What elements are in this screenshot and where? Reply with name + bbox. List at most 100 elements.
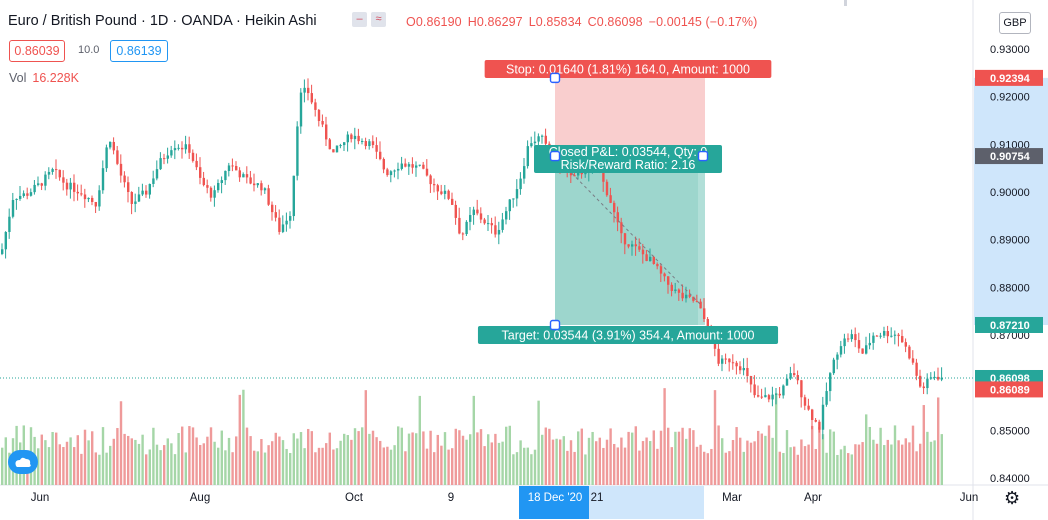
candle-body[interactable] (170, 150, 173, 156)
candle-body[interactable] (875, 335, 879, 337)
candle-body[interactable] (857, 340, 861, 349)
candle-body[interactable] (692, 296, 695, 301)
candle-body[interactable] (659, 266, 663, 274)
candle-body[interactable] (296, 126, 299, 176)
candle-body[interactable] (361, 141, 364, 143)
candle-body[interactable] (166, 155, 169, 159)
candle-body[interactable] (454, 204, 457, 218)
candle-body[interactable] (173, 148, 177, 151)
candle-body[interactable] (674, 289, 677, 291)
candle-body[interactable] (137, 194, 141, 202)
candle-body[interactable] (825, 391, 828, 405)
candle-body[interactable] (404, 163, 407, 167)
candle-body[interactable] (530, 143, 533, 147)
candle-body[interactable] (839, 346, 843, 355)
candle-body[interactable] (605, 181, 609, 196)
candle-body[interactable] (490, 223, 493, 226)
candle-body[interactable] (37, 183, 40, 185)
candle-body[interactable] (465, 221, 468, 235)
price-label-box[interactable] (975, 381, 1043, 398)
candle-body[interactable] (753, 384, 756, 396)
candle-body[interactable] (51, 169, 54, 172)
position-overlay[interactable]: Stop: 0.01640 (1.81%) 164.0, Amount: 100… (0, 60, 973, 379)
candle-body[interactable] (739, 366, 742, 371)
candle-body[interactable] (69, 182, 72, 190)
candle-body[interactable] (847, 338, 850, 340)
candle-body[interactable] (911, 358, 915, 363)
stop-zone[interactable] (555, 77, 705, 157)
candle-body[interactable] (602, 173, 605, 182)
candle-body[interactable] (767, 395, 771, 400)
candle-body[interactable] (775, 393, 778, 395)
candle-body[interactable] (188, 144, 191, 153)
candle-body[interactable] (145, 190, 148, 195)
candle-body[interactable] (112, 141, 115, 151)
settings-gear-icon[interactable]: ⚙ (1004, 488, 1021, 508)
candle-body[interactable] (249, 177, 252, 184)
candle-body[interactable] (224, 170, 227, 181)
candle-body[interactable] (65, 182, 69, 190)
candle-body[interactable] (656, 263, 659, 267)
drag-handle[interactable] (549, 319, 561, 331)
candle-body[interactable] (721, 358, 724, 364)
candle-body[interactable] (681, 292, 684, 299)
candle-body[interactable] (281, 224, 285, 232)
candle-body[interactable] (893, 334, 897, 336)
candle-body[interactable] (364, 141, 367, 147)
candle-body[interactable] (307, 87, 310, 94)
candle-body[interactable] (58, 169, 61, 178)
candle-body[interactable] (688, 294, 691, 297)
candle-body[interactable] (382, 159, 385, 170)
candle-body[interactable] (350, 134, 353, 140)
candle-body[interactable] (15, 198, 18, 200)
candle-body[interactable] (472, 209, 475, 216)
candle-body[interactable] (386, 169, 389, 176)
candle-body[interactable] (854, 334, 857, 341)
candle-body[interactable] (256, 183, 259, 186)
candle-body[interactable] (40, 183, 43, 186)
candle-body[interactable] (231, 165, 234, 167)
candle-body[interactable] (83, 194, 87, 200)
candle-body[interactable] (699, 301, 702, 309)
candle-body[interactable] (573, 175, 576, 177)
candle-body[interactable] (407, 164, 411, 167)
candle-body[interactable] (569, 170, 573, 176)
candle-body[interactable] (609, 195, 612, 203)
candle-body[interactable] (519, 178, 522, 190)
candle-body[interactable] (202, 177, 205, 186)
target-label-box[interactable] (477, 326, 779, 344)
candle-body[interactable] (26, 193, 29, 196)
candle-body[interactable] (742, 367, 745, 371)
candle-body[interactable] (497, 229, 501, 235)
drag-handle[interactable] (549, 150, 561, 162)
candle-body[interactable] (55, 169, 58, 171)
candle-body[interactable] (238, 170, 241, 178)
candle-body[interactable] (217, 183, 220, 191)
candle-body[interactable] (908, 346, 911, 359)
candle-body[interactable] (44, 174, 47, 186)
candle-body[interactable] (289, 216, 292, 221)
candle-body[interactable] (73, 182, 76, 192)
candle-body[interactable] (627, 244, 630, 247)
candle-body[interactable] (850, 334, 853, 340)
candle-body[interactable] (11, 199, 15, 217)
candle-body[interactable] (461, 233, 465, 235)
candle-body[interactable] (101, 168, 105, 191)
cloud-logo-icon[interactable] (8, 450, 38, 474)
candle-body[interactable] (771, 394, 774, 400)
candle-body[interactable] (303, 87, 306, 93)
candle-body[interactable] (411, 164, 414, 168)
candle-body[interactable] (209, 187, 213, 198)
candle-body[interactable] (541, 135, 544, 137)
candle-body[interactable] (843, 338, 846, 347)
candle-body[interactable] (749, 376, 753, 385)
candle-body[interactable] (227, 165, 231, 171)
candle-body[interactable] (807, 405, 810, 410)
candle-body[interactable] (663, 273, 666, 277)
candle-body[interactable] (494, 225, 497, 235)
candle-body[interactable] (141, 190, 144, 195)
candle-body[interactable] (649, 256, 652, 262)
hide-icon[interactable]: – (352, 12, 367, 27)
candle-body[interactable] (389, 171, 393, 176)
candle-body[interactable] (33, 184, 36, 193)
